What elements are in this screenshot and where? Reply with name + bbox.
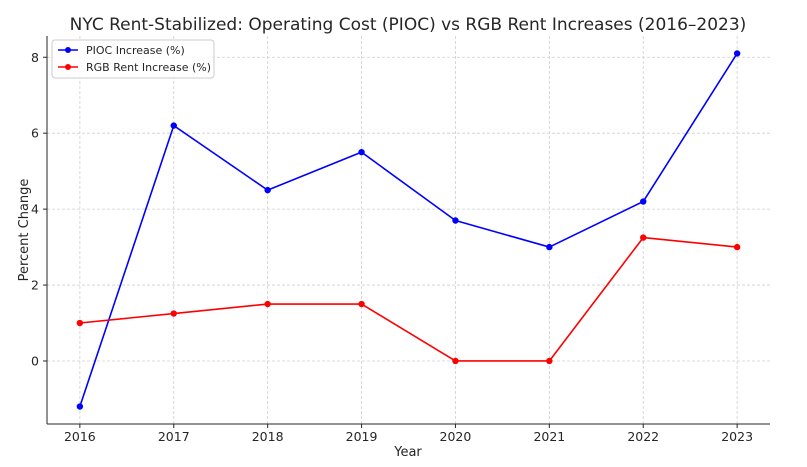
series-rgb <box>76 234 741 365</box>
data-point <box>358 300 365 308</box>
x-tick-label: 2016 <box>64 429 96 444</box>
data-point <box>733 50 741 57</box>
data-point <box>733 243 741 251</box>
x-tick-label: 2023 <box>721 429 753 444</box>
legend-box <box>51 39 215 79</box>
legend: PIOC Increase (%) RGB Rent Increase (%) <box>51 39 215 79</box>
data-point <box>170 310 177 317</box>
x-axis-label: Year <box>393 445 422 460</box>
legend-label: PIOC Increase (%) <box>86 44 185 57</box>
series-line <box>79 53 738 407</box>
series-layer <box>76 50 741 410</box>
data-point <box>640 234 647 241</box>
x-tick-label: 2021 <box>533 429 565 444</box>
legend-item: PIOC Increase (%) <box>58 44 185 57</box>
chart-title: NYC Rent-Stabilized: Operating Cost (PIO… <box>70 15 747 35</box>
legend-item: RGB Rent Increase (%) <box>58 61 211 74</box>
legend-swatch-marker <box>65 47 71 53</box>
data-point <box>358 148 365 156</box>
legend-swatch-marker <box>65 64 71 70</box>
data-point <box>264 186 271 194</box>
grid-lines <box>47 36 770 424</box>
data-point <box>76 403 84 410</box>
data-point <box>546 243 553 251</box>
data-point <box>640 198 647 205</box>
data-point <box>264 300 271 308</box>
series-pioc <box>76 50 741 410</box>
y-tick-label: 2 <box>31 278 39 293</box>
x-tick-label: 2022 <box>627 429 659 444</box>
x-tick-label: 2019 <box>346 429 378 444</box>
y-axis-label: Percent Change <box>17 179 32 282</box>
data-point <box>452 357 459 365</box>
y-tick-label: 4 <box>31 202 39 217</box>
axes: 2016 2017 2018 2019 2020 2021 2022 2023 0 2 4 6 8 <box>31 36 770 444</box>
y-tick-label: 8 <box>31 50 39 65</box>
legend-label: RGB Rent Increase (%) <box>86 61 211 74</box>
data-point <box>76 319 84 327</box>
series-line <box>79 236 738 362</box>
data-point <box>170 122 177 129</box>
x-tick-label: 2018 <box>252 429 284 444</box>
x-tick-label: 2020 <box>440 429 472 444</box>
data-point <box>546 357 553 365</box>
y-tick-label: 6 <box>31 126 39 141</box>
x-tick-label: 2017 <box>158 429 190 444</box>
data-point <box>452 217 459 224</box>
y-tick-label: 0 <box>31 353 39 368</box>
